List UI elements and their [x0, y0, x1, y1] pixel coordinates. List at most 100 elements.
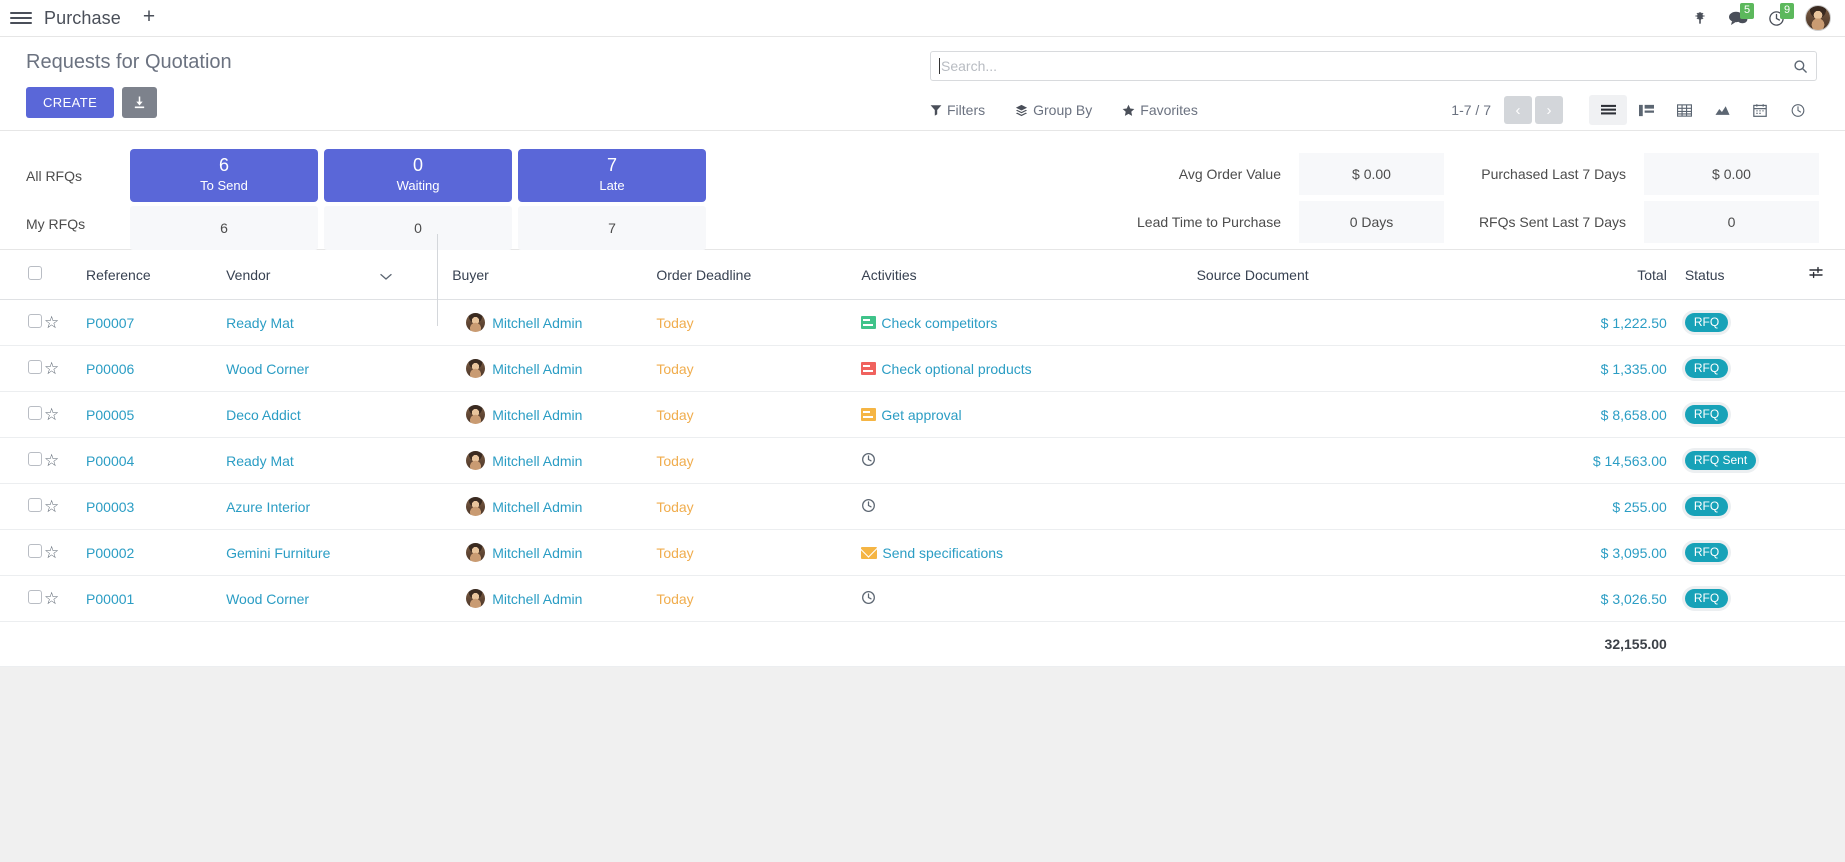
cell-reference[interactable]: P00002 — [86, 529, 227, 576]
favorite-star-icon[interactable]: ☆ — [44, 543, 60, 562]
row-checkbox[interactable] — [28, 360, 42, 374]
search-input[interactable]: Search... — [930, 51, 1817, 81]
search-area: Search... — [930, 51, 1817, 81]
header-column-options[interactable] — [1786, 250, 1845, 300]
table-row[interactable]: ☆ P00002 Gemini Furniture Mitchell Admin… — [0, 529, 1845, 576]
row-checkbox[interactable] — [28, 452, 42, 466]
cell-buyer[interactable]: Mitchell Admin — [438, 437, 657, 484]
app-brand-purchase[interactable]: Purchase — [44, 7, 121, 28]
cell-vendor[interactable]: Ready Mat — [226, 437, 439, 484]
search-icon[interactable] — [1793, 59, 1808, 74]
table-row[interactable]: ☆ P00003 Azure Interior Mitchell Admin T… — [0, 483, 1845, 530]
view-button-calendar[interactable] — [1741, 95, 1779, 125]
view-button-kanban[interactable] — [1627, 95, 1665, 125]
kpi-my-waiting[interactable]: 0 — [324, 206, 512, 250]
kpi-all-to-send[interactable]: 6 To Send — [130, 149, 318, 202]
kpi-my-to-send[interactable]: 6 — [130, 206, 318, 250]
filters-button[interactable]: Filters — [930, 102, 985, 118]
user-avatar[interactable] — [1805, 5, 1831, 31]
cell-source-document — [1196, 483, 1477, 530]
import-button[interactable] — [122, 87, 158, 118]
favorite-star-icon[interactable]: ☆ — [44, 451, 60, 470]
cell-reference[interactable]: P00003 — [86, 483, 227, 530]
cell-reference[interactable]: P00005 — [86, 391, 227, 438]
column-resize-divider[interactable] — [437, 234, 439, 326]
favorite-star-icon[interactable]: ☆ — [44, 313, 60, 332]
view-button-pivot[interactable] — [1665, 95, 1703, 125]
kpi-my-late[interactable]: 7 — [518, 206, 706, 250]
cell-buyer[interactable]: Mitchell Admin — [438, 483, 657, 530]
cell-activities[interactable]: Check optional products — [861, 345, 1197, 392]
cell-buyer[interactable]: Mitchell Admin — [438, 345, 657, 392]
cell-vendor[interactable]: Ready Mat — [226, 299, 439, 346]
cell-buyer[interactable]: Mitchell Admin — [438, 529, 657, 576]
view-button-graph[interactable] — [1703, 95, 1741, 125]
pager-next-button[interactable]: › — [1535, 96, 1563, 124]
view-button-list[interactable] — [1589, 95, 1627, 125]
header-vendor[interactable]: Vendor — [226, 234, 439, 326]
hamburger-icon[interactable] — [10, 7, 32, 29]
create-button[interactable]: CREATE — [26, 87, 115, 118]
cell-vendor[interactable]: Wood Corner — [226, 345, 439, 392]
row-checkbox[interactable] — [28, 544, 42, 558]
row-checkbox[interactable] — [28, 590, 42, 604]
cell-activities[interactable]: Get approval — [861, 391, 1197, 438]
view-button-activity[interactable] — [1779, 95, 1817, 125]
bug-icon[interactable] — [1692, 10, 1708, 26]
chevron-down-icon[interactable] — [380, 268, 392, 284]
cell-activities[interactable] — [861, 483, 1197, 530]
cell-vendor[interactable]: Gemini Furniture — [226, 529, 439, 576]
cell-buyer[interactable]: Mitchell Admin — [438, 575, 657, 622]
activities-clock-icon[interactable]: 9 — [1768, 2, 1795, 27]
cell-total: $ 3,026.50 — [1476, 575, 1667, 622]
cell-activities[interactable] — [861, 437, 1197, 484]
header-buyer[interactable]: Buyer — [438, 250, 657, 300]
stat-value-avg-order-value: $ 0.00 — [1299, 153, 1444, 195]
cell-activities[interactable] — [861, 575, 1197, 622]
cell-reference[interactable]: P00007 — [86, 299, 227, 346]
kpi-all-waiting[interactable]: 0 Waiting — [324, 149, 512, 202]
control-panel: Requests for Quotation CREATE Search... — [0, 37, 1845, 131]
cell-reference[interactable]: P00004 — [86, 437, 227, 484]
header-total[interactable]: Total — [1476, 250, 1667, 300]
cell-buyer[interactable]: Mitchell Admin — [438, 391, 657, 438]
cell-order-deadline: Today — [656, 483, 862, 530]
messages-icon[interactable]: 5 — [1728, 3, 1755, 26]
cell-order-deadline: Today — [656, 299, 862, 346]
table-row[interactable]: ☆ P00006 Wood Corner Mitchell Admin Toda… — [0, 345, 1845, 392]
cell-buyer[interactable]: Mitchell Admin — [438, 299, 657, 346]
cell-activities[interactable]: Check competitors — [861, 299, 1197, 346]
header-reference[interactable]: Reference — [86, 250, 227, 300]
header-source-document[interactable]: Source Document — [1196, 250, 1477, 300]
cell-activities[interactable]: Send specifications — [861, 529, 1197, 576]
stat-value-purchased-last-7-days: $ 0.00 — [1644, 153, 1819, 195]
cell-reference[interactable]: P00001 — [86, 575, 227, 622]
cell-vendor[interactable]: Deco Addict — [226, 391, 439, 438]
row-checkbox[interactable] — [28, 406, 42, 420]
table-row[interactable]: ☆ P00004 Ready Mat Mitchell Admin Today — [0, 437, 1845, 484]
favorite-star-icon[interactable]: ☆ — [44, 359, 60, 378]
pager-previous-button[interactable]: ‹ — [1504, 96, 1532, 124]
kpi-all-late[interactable]: 7 Late — [518, 149, 706, 202]
group-by-button[interactable]: Group By — [1015, 102, 1092, 118]
cell-source-document — [1196, 437, 1477, 484]
favorite-star-icon[interactable]: ☆ — [44, 497, 60, 516]
favorite-star-icon[interactable]: ☆ — [44, 405, 60, 424]
favorites-button[interactable]: Favorites — [1122, 102, 1198, 118]
rfq-kpi-grid: All RFQs 6 To Send 0 Waiting 7 Late My R… — [26, 149, 706, 250]
favorite-star-icon[interactable]: ☆ — [44, 589, 60, 608]
cell-vendor[interactable]: Azure Interior — [226, 483, 439, 530]
row-checkbox[interactable] — [28, 498, 42, 512]
cell-reference[interactable]: P00006 — [86, 345, 227, 392]
row-checkbox[interactable] — [28, 314, 42, 328]
table-row[interactable]: ☆ P00007 Ready Mat Mitchell Admin Today … — [0, 299, 1845, 346]
table-row[interactable]: ☆ P00001 Wood Corner Mitchell Admin Toda… — [0, 575, 1845, 622]
new-tab-plus-icon[interactable]: + — [142, 5, 156, 28]
select-all-checkbox[interactable] — [28, 266, 42, 280]
header-status[interactable]: Status — [1666, 250, 1787, 300]
header-activities[interactable]: Activities — [861, 250, 1197, 300]
header-order-deadline[interactable]: Order Deadline — [656, 250, 862, 300]
table-row[interactable]: ☆ P00005 Deco Addict Mitchell Admin Toda… — [0, 391, 1845, 438]
layers-icon — [1016, 104, 1028, 116]
cell-vendor[interactable]: Wood Corner — [226, 575, 439, 622]
